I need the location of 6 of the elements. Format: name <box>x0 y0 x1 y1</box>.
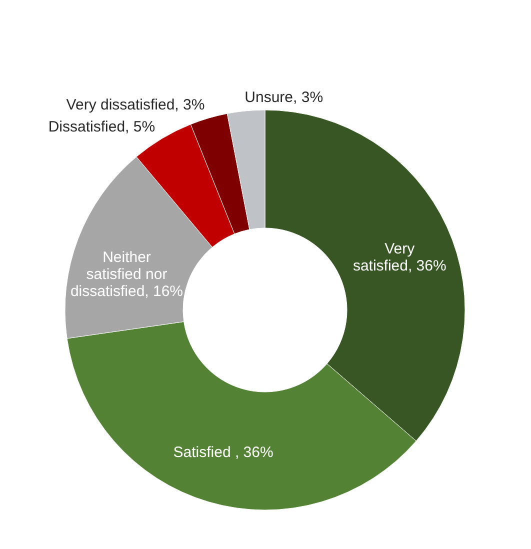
slice-label: Dissatisfied, 5% <box>48 118 156 136</box>
slice-label: Very dissatisfied, 3% <box>66 96 205 114</box>
slice-label: Neither satisfied nor dissatisfied, 16% <box>70 249 184 300</box>
slice-label: Unsure, 3% <box>244 88 324 106</box>
slice-label: Very satisfied, 36% <box>352 240 446 275</box>
slice-label: Satisfied , 36% <box>173 444 274 462</box>
